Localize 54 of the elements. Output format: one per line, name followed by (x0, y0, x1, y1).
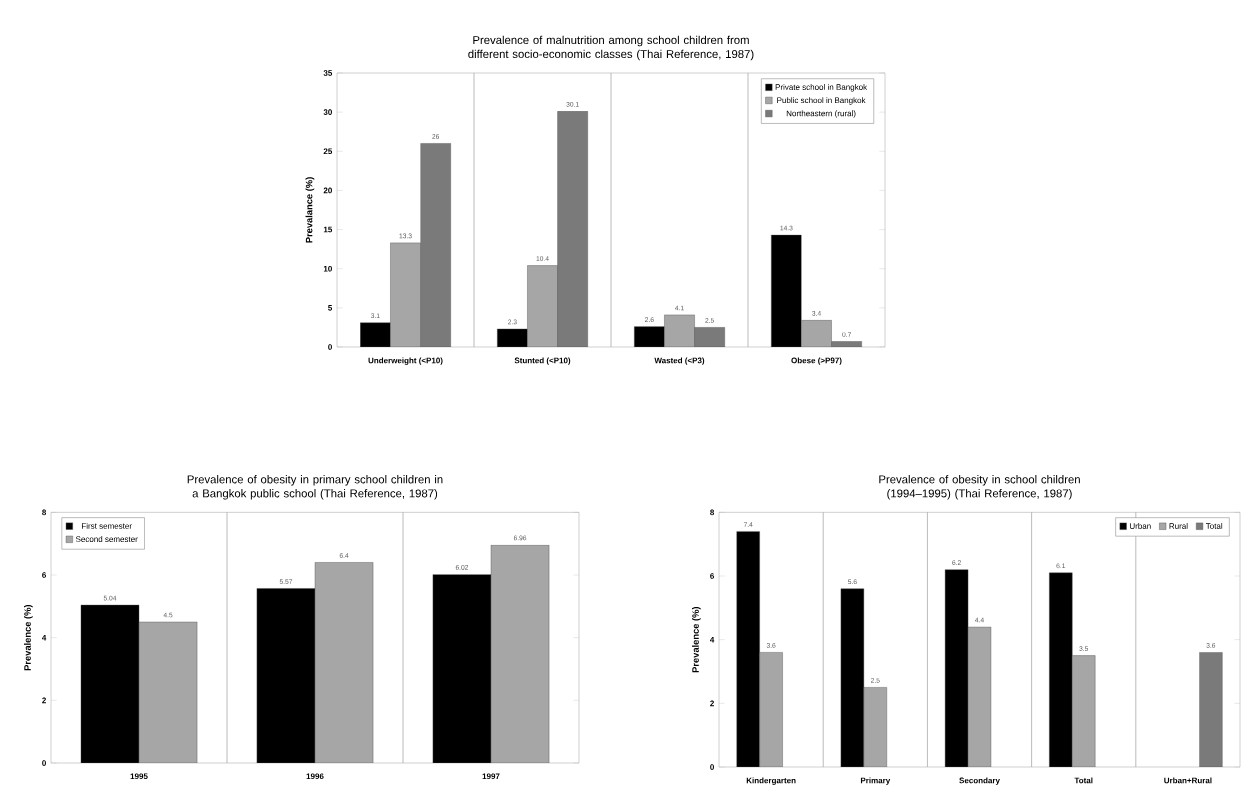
y-tick-label: 15 (323, 226, 333, 233)
legend-label: Urban (1130, 523, 1151, 529)
legend-label: Public school in Bangkok (777, 97, 866, 105)
bar (432, 574, 492, 763)
x-tick-label: 1997 (482, 773, 500, 780)
legend-label: Second semester (75, 536, 138, 542)
y-tick-label: 30 (323, 109, 332, 115)
chart-title: Prevalence of obesity in primary school children in a Bangkok public school (Thai Reference, 1987) (187, 475, 443, 500)
y-tick-label: 10 (323, 265, 332, 272)
y-tick-label: 2 (42, 697, 46, 704)
bar (256, 588, 316, 763)
x-tick-label: Wasted (<P3) (654, 357, 705, 365)
y-tick-label: 0 (42, 760, 46, 766)
y-tick-label: 4 (41, 634, 47, 641)
bar (1199, 652, 1223, 767)
legend-label: Rural (1169, 523, 1188, 529)
bar (840, 588, 865, 767)
x-tick-label: 1995 (130, 773, 148, 780)
x-tick-label: Secondary (959, 777, 1000, 785)
bar (420, 143, 451, 347)
x-tick-label: Obese (>P97) (791, 357, 842, 365)
y-tick-label: 2 (710, 700, 714, 707)
y-tick-label: 8 (42, 509, 47, 516)
legend-label: First semester (82, 522, 132, 529)
x-tick-label: Primary (860, 777, 891, 785)
y-axis-title: Prevalance (%) (305, 177, 315, 243)
chart-title: Prevalence of malnutrition among school children from different socio-economic classes (Thai Reference, 1987) (468, 35, 754, 61)
x-tick-label: Stunted (<P10) (514, 357, 571, 365)
y-tick-label: 0 (328, 344, 332, 350)
legend-label: Private school in Bangkok (775, 84, 868, 92)
bar (944, 569, 969, 767)
y-tick-label: 5 (328, 305, 333, 311)
bar (80, 604, 140, 763)
y-tick-label: 25 (323, 148, 333, 155)
y-axis-title: Prevalence (%) (692, 606, 701, 673)
x-tick-label: Total (1074, 777, 1093, 784)
chart-title: Prevalence of obesity in school children (1994–1995) (Thai Reference, 1987) (879, 475, 1080, 500)
y-tick-label: 0 (710, 764, 714, 770)
x-tick-label: Underweight (<P10) (368, 357, 443, 365)
y-tick-label: 4 (709, 636, 715, 643)
y-tick-label: 6 (710, 573, 715, 579)
y-tick-label: 20 (323, 187, 332, 194)
x-tick-label: Kindergarten (746, 777, 796, 785)
legend-label: Northeastern (rural) (786, 110, 856, 118)
bar (736, 531, 760, 767)
legend-label: Total (1205, 523, 1223, 529)
x-tick-label: 1996 (306, 773, 324, 780)
y-tick-label: 35 (323, 70, 333, 76)
y-tick-label: 6 (42, 572, 47, 578)
y-axis-title: Prevalence (%) (24, 604, 33, 671)
x-tick-label: Urban+Rural (1164, 777, 1212, 784)
bar (1049, 572, 1073, 767)
y-tick-label: 8 (710, 509, 715, 516)
bar (557, 111, 588, 347)
